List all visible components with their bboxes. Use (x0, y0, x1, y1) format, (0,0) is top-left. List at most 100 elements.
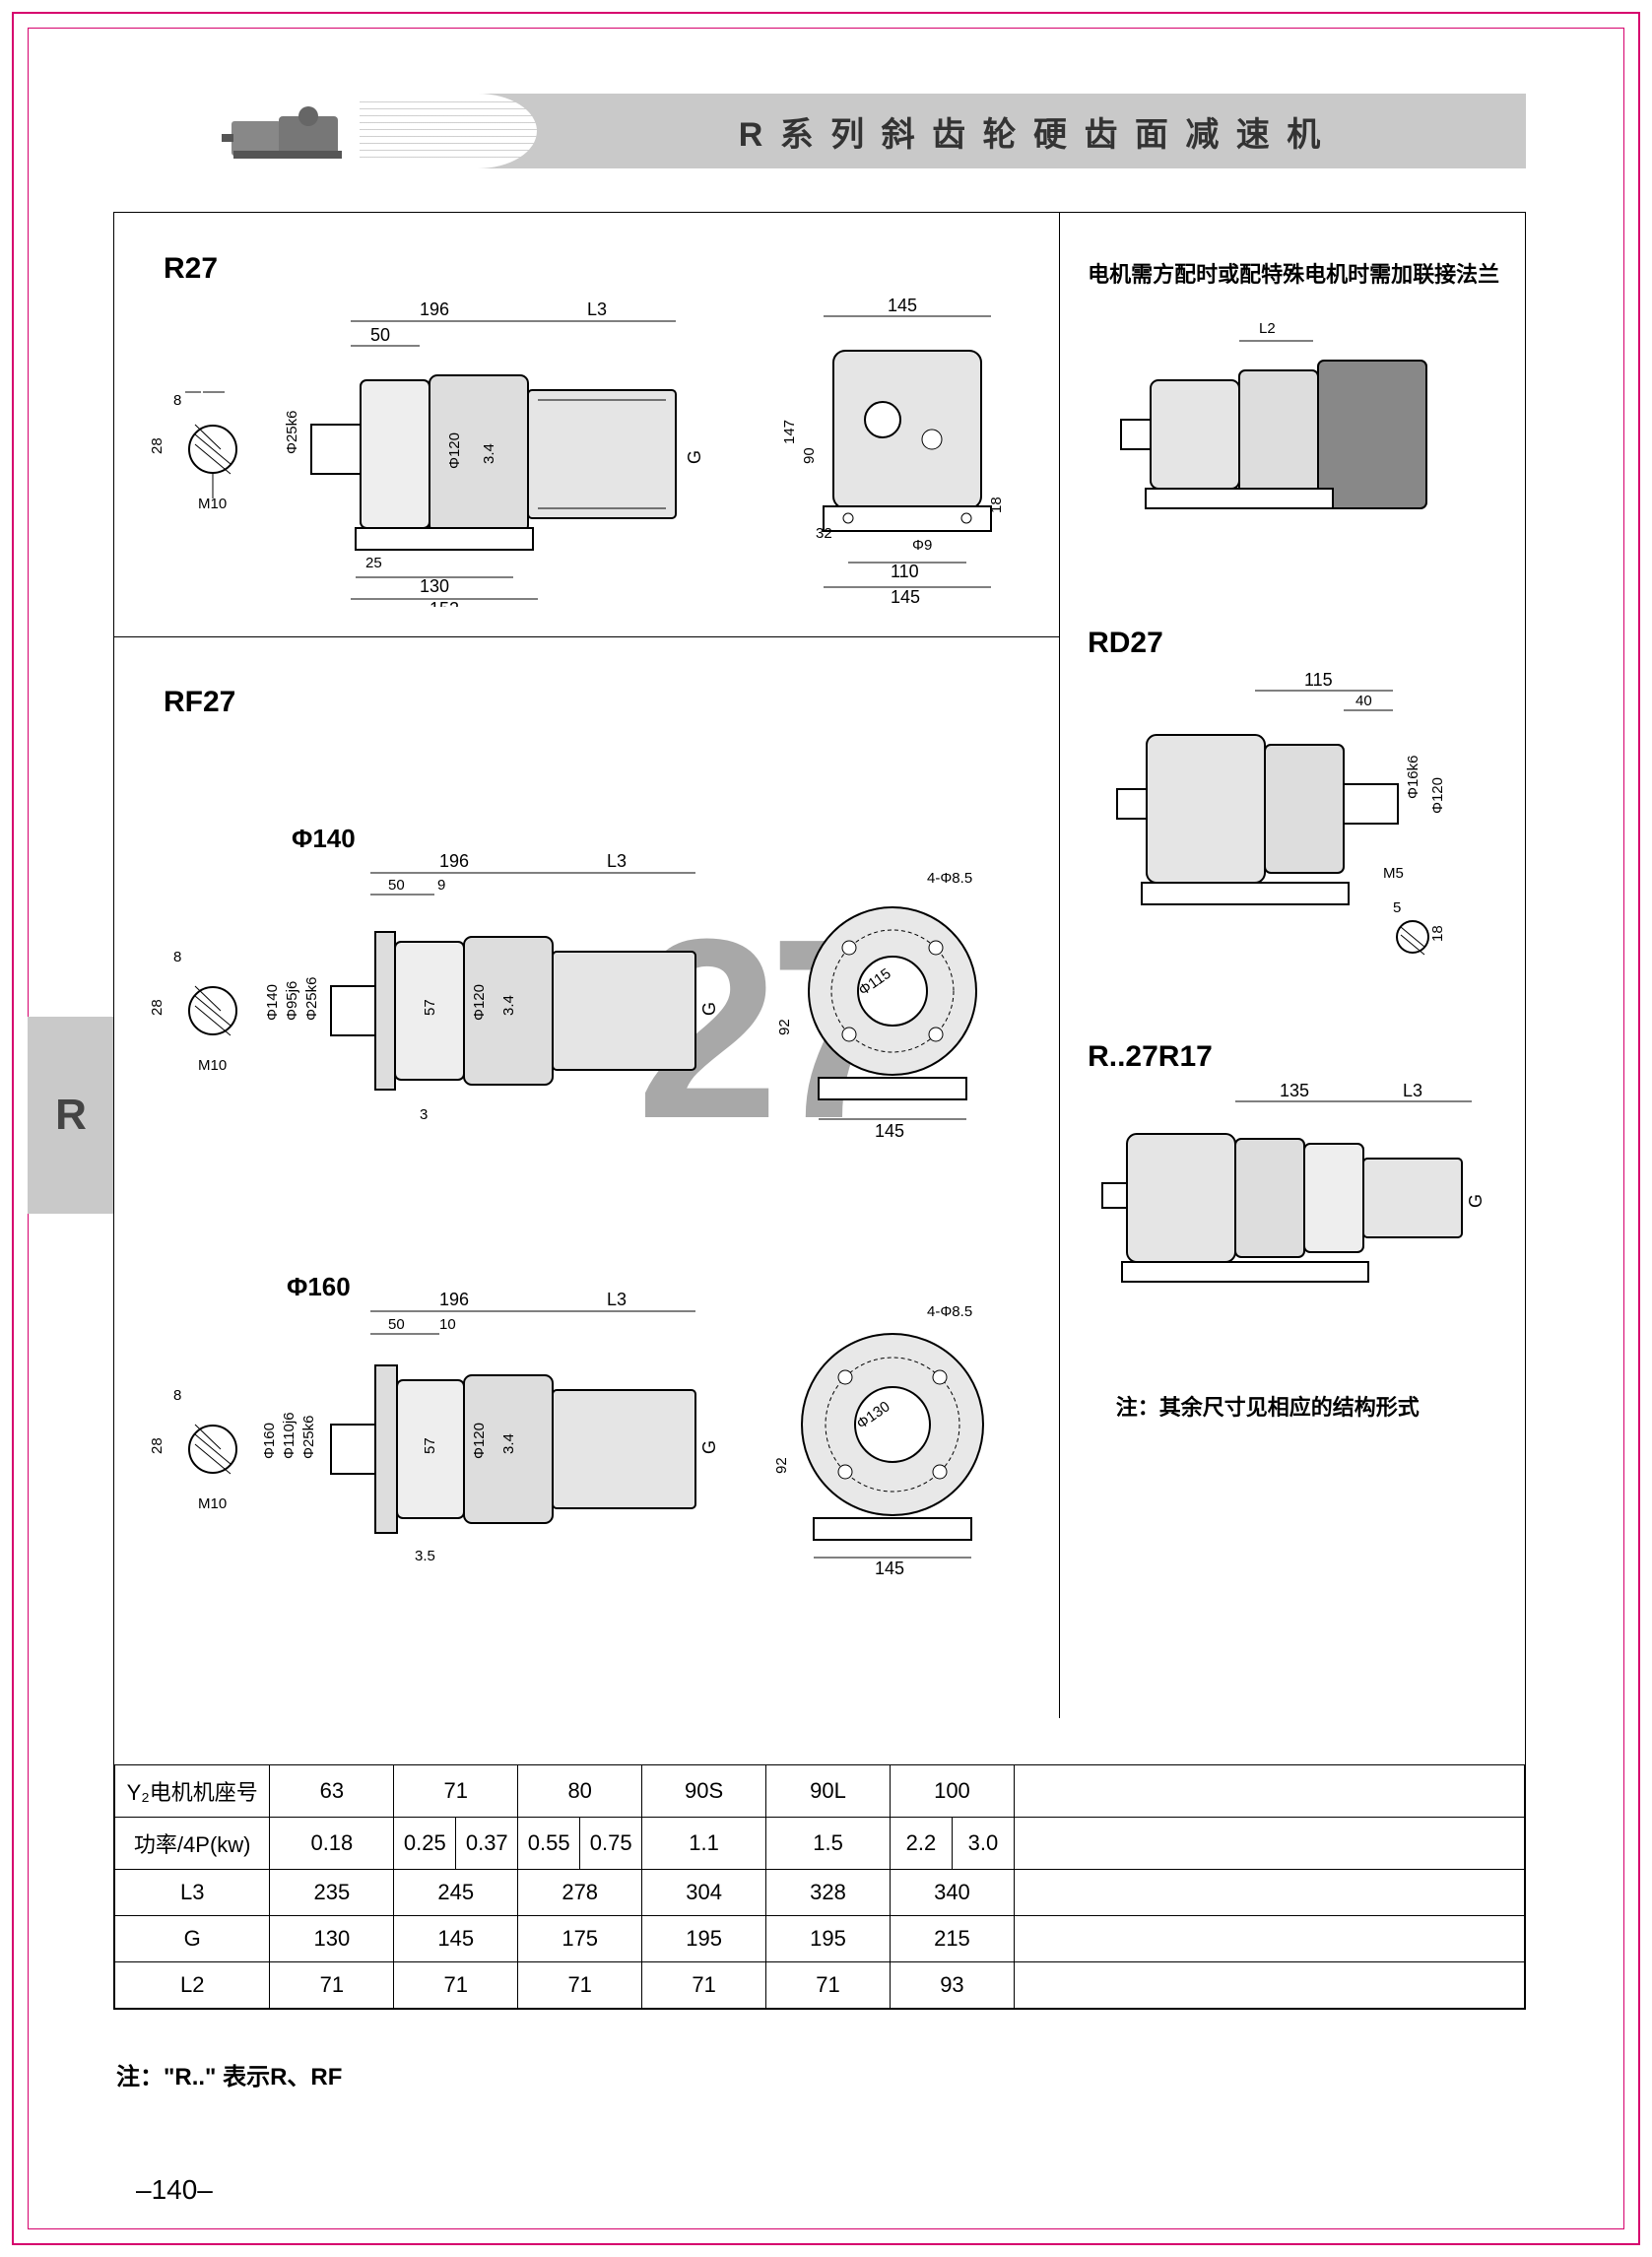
td-p-8: 3.0 (952, 1818, 1014, 1870)
table-row-l3: L3 235 245 278 304 328 340 (115, 1870, 1525, 1916)
header-lines (360, 101, 537, 161)
table-row-g: G 130 145 175 195 195 215 (115, 1916, 1525, 1962)
dim-25: 25 (365, 555, 382, 571)
dim-phi25k6: Φ25k6 (300, 1416, 317, 1460)
dim-18: 18 (988, 497, 1005, 513)
header-sweep (113, 94, 537, 168)
dim-35: 3.5 (415, 1548, 435, 1564)
dim-90: 90 (801, 447, 818, 464)
th-motor: Y₂电机机座号 (115, 1765, 270, 1818)
td-l3-1: 245 (394, 1870, 518, 1916)
td-p-5: 1.1 (642, 1818, 766, 1870)
dim-34: 3.4 (500, 995, 517, 1016)
dim-50: 50 (370, 325, 390, 345)
table-row-l2: L2 71 71 71 71 71 93 (115, 1962, 1525, 2009)
gearbox-illustration (222, 101, 379, 163)
dim-4phi85: 4-Φ8.5 (927, 870, 972, 887)
dim-145b: 145 (891, 587, 920, 607)
td-p-4: 0.75 (580, 1818, 642, 1870)
td-l3-5: 340 (890, 1870, 1014, 1916)
model-label-r27r17: R..27R17 (1088, 1040, 1213, 1074)
table-row-power: 功率/4P(kw) 0.18 0.25 0.37 0.55 0.75 1.1 1… (115, 1818, 1525, 1870)
dim-G: G (699, 1440, 719, 1454)
dim-34: 3.4 (481, 443, 497, 464)
rf27-160-side: 196 L3 50 10 8 28 M10 Φ160 Φ110j6 Φ25k6 … (144, 1287, 755, 1602)
dim-145: 145 (875, 1559, 904, 1578)
dim-147: 147 (781, 420, 798, 444)
dim-9: 9 (437, 877, 445, 894)
dim-L3: L3 (1403, 1081, 1422, 1100)
footer-note: 注："R.." 表示R、RF (116, 2057, 342, 2091)
td-blank (1014, 1962, 1524, 2009)
td-label-power: 功率/4P(kw) (115, 1818, 270, 1870)
td-label-g: G (115, 1916, 270, 1962)
td-l2-1: 71 (394, 1962, 518, 2009)
dim-4phi85: 4-Φ8.5 (927, 1303, 972, 1320)
td-g-3: 195 (642, 1916, 766, 1962)
dim-196: 196 (439, 1290, 469, 1309)
dim-M10: M10 (198, 1495, 227, 1512)
dim-110: 110 (891, 562, 919, 581)
dim-32: 32 (816, 525, 832, 542)
dim-57: 57 (422, 999, 438, 1016)
dim-130: 130 (420, 576, 449, 596)
content-frame: 27 R27 196 L3 50 8 28 M10 Φ25k6 (113, 212, 1526, 2010)
dim-34: 3.4 (500, 1433, 517, 1454)
td-g-1: 145 (394, 1916, 518, 1962)
model-label-rd27: RD27 (1088, 627, 1163, 660)
td-g-0: 130 (270, 1916, 394, 1962)
dim-8: 8 (173, 392, 181, 409)
dim-G: G (685, 450, 704, 464)
td-l3-0: 235 (270, 1870, 394, 1916)
dim-145t: 145 (888, 296, 917, 315)
dim-L3: L3 (607, 851, 627, 871)
dim-L3: L3 (607, 1290, 627, 1309)
dim-phi120: Φ120 (1429, 777, 1446, 814)
th-90s: 90S (642, 1765, 766, 1818)
dim-196: 196 (439, 851, 469, 871)
dim-145: 145 (875, 1121, 904, 1141)
dim-phi9: Φ9 (912, 537, 932, 554)
rf27-140-side: 196 L3 50 9 8 28 M10 Φ140 Φ95j6 Φ25k6 57… (144, 843, 755, 1159)
header-band: R 系 列 斜 齿 轮 硬 齿 面 减 速 机 (113, 94, 1526, 168)
dim-92: 92 (776, 1019, 793, 1035)
dim-135: 135 (1280, 1081, 1309, 1100)
td-l2-2: 71 (518, 1962, 642, 2009)
dim-phi120: Φ120 (471, 984, 488, 1021)
dim-5: 5 (1393, 899, 1401, 916)
th-63: 63 (270, 1765, 394, 1818)
th-90l: 90L (766, 1765, 891, 1818)
td-l2-5: 93 (890, 1962, 1014, 2009)
td-blank (1014, 1916, 1524, 1962)
dim-phi16k6: Φ16k6 (1405, 756, 1421, 800)
td-label-l3: L3 (115, 1870, 270, 1916)
dim-3: 3 (420, 1106, 428, 1123)
td-p-2: 0.37 (456, 1818, 518, 1870)
r27r17-view: 135 L3 G (1088, 1080, 1501, 1296)
td-l3-3: 304 (642, 1870, 766, 1916)
dim-G: G (699, 1002, 719, 1016)
dim-28: 28 (149, 437, 165, 454)
dim-phi110j6: Φ110j6 (281, 1412, 297, 1459)
section-tab: R (28, 1017, 114, 1214)
td-p-6: 1.5 (766, 1818, 891, 1870)
model-label-r27: R27 (164, 252, 218, 286)
dim-115: 115 (1304, 670, 1333, 690)
connector-flange-view: L2 (1101, 311, 1476, 528)
dim-8: 8 (173, 949, 181, 965)
dim-M5: M5 (1383, 865, 1404, 882)
td-l2-3: 71 (642, 1962, 766, 2009)
td-p-3: 0.55 (518, 1818, 580, 1870)
td-g-4: 195 (766, 1916, 891, 1962)
dim-18: 18 (1429, 925, 1446, 942)
dim-phi95j6: Φ95j6 (284, 981, 300, 1021)
dim-28: 28 (149, 1437, 165, 1454)
dim-196: 196 (420, 299, 449, 319)
td-g-2: 175 (518, 1916, 642, 1962)
th-71: 71 (394, 1765, 518, 1818)
dim-phi160: Φ160 (261, 1423, 278, 1459)
side-bottom-note: 注：其余尺寸见相应的结构形式 (1116, 1390, 1495, 1422)
dim-L3: L3 (587, 299, 607, 319)
dim-8: 8 (173, 1387, 181, 1404)
dim-phi25k6: Φ25k6 (284, 411, 300, 455)
